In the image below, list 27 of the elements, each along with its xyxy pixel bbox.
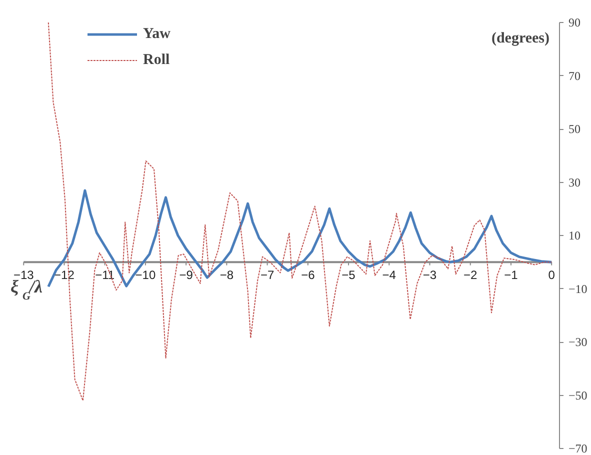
y-tick-label: 90 <box>568 16 580 30</box>
y-tick-label: 50 <box>568 122 580 136</box>
y-tick-label: −10 <box>568 282 588 296</box>
x-tick-label: 0 <box>548 268 556 282</box>
y-tick-label: −70 <box>568 442 588 455</box>
x-tick-label: −5 <box>342 268 356 282</box>
x-tick-label: −3 <box>422 268 437 282</box>
y-tick-label: −30 <box>568 335 588 349</box>
x-tick-label: −12 <box>54 268 75 282</box>
y-axis-title: (degrees) <box>491 30 550 46</box>
x-tick-label: −10 <box>135 268 156 282</box>
x-tick-label: −1 <box>504 268 518 282</box>
line-series <box>47 189 553 288</box>
y-tick-label: −50 <box>568 388 588 402</box>
x-tick-label: −2 <box>464 268 478 282</box>
x-tick-label: −7 <box>260 268 274 282</box>
legend-label: Yaw <box>143 26 171 42</box>
y-tick-label: 10 <box>568 228 580 242</box>
x-tick-label: −8 <box>220 268 234 282</box>
x-tick-label: −4 <box>382 268 396 282</box>
x-tick-label: −11 <box>95 268 115 282</box>
x-tick-label: −9 <box>179 268 194 282</box>
y-tick-label: 70 <box>568 68 580 83</box>
y-tick-label: 30 <box>568 175 580 190</box>
x-tick-label: −6 <box>301 268 316 282</box>
legend-label: Roll <box>143 52 170 68</box>
line-series <box>48 22 552 402</box>
